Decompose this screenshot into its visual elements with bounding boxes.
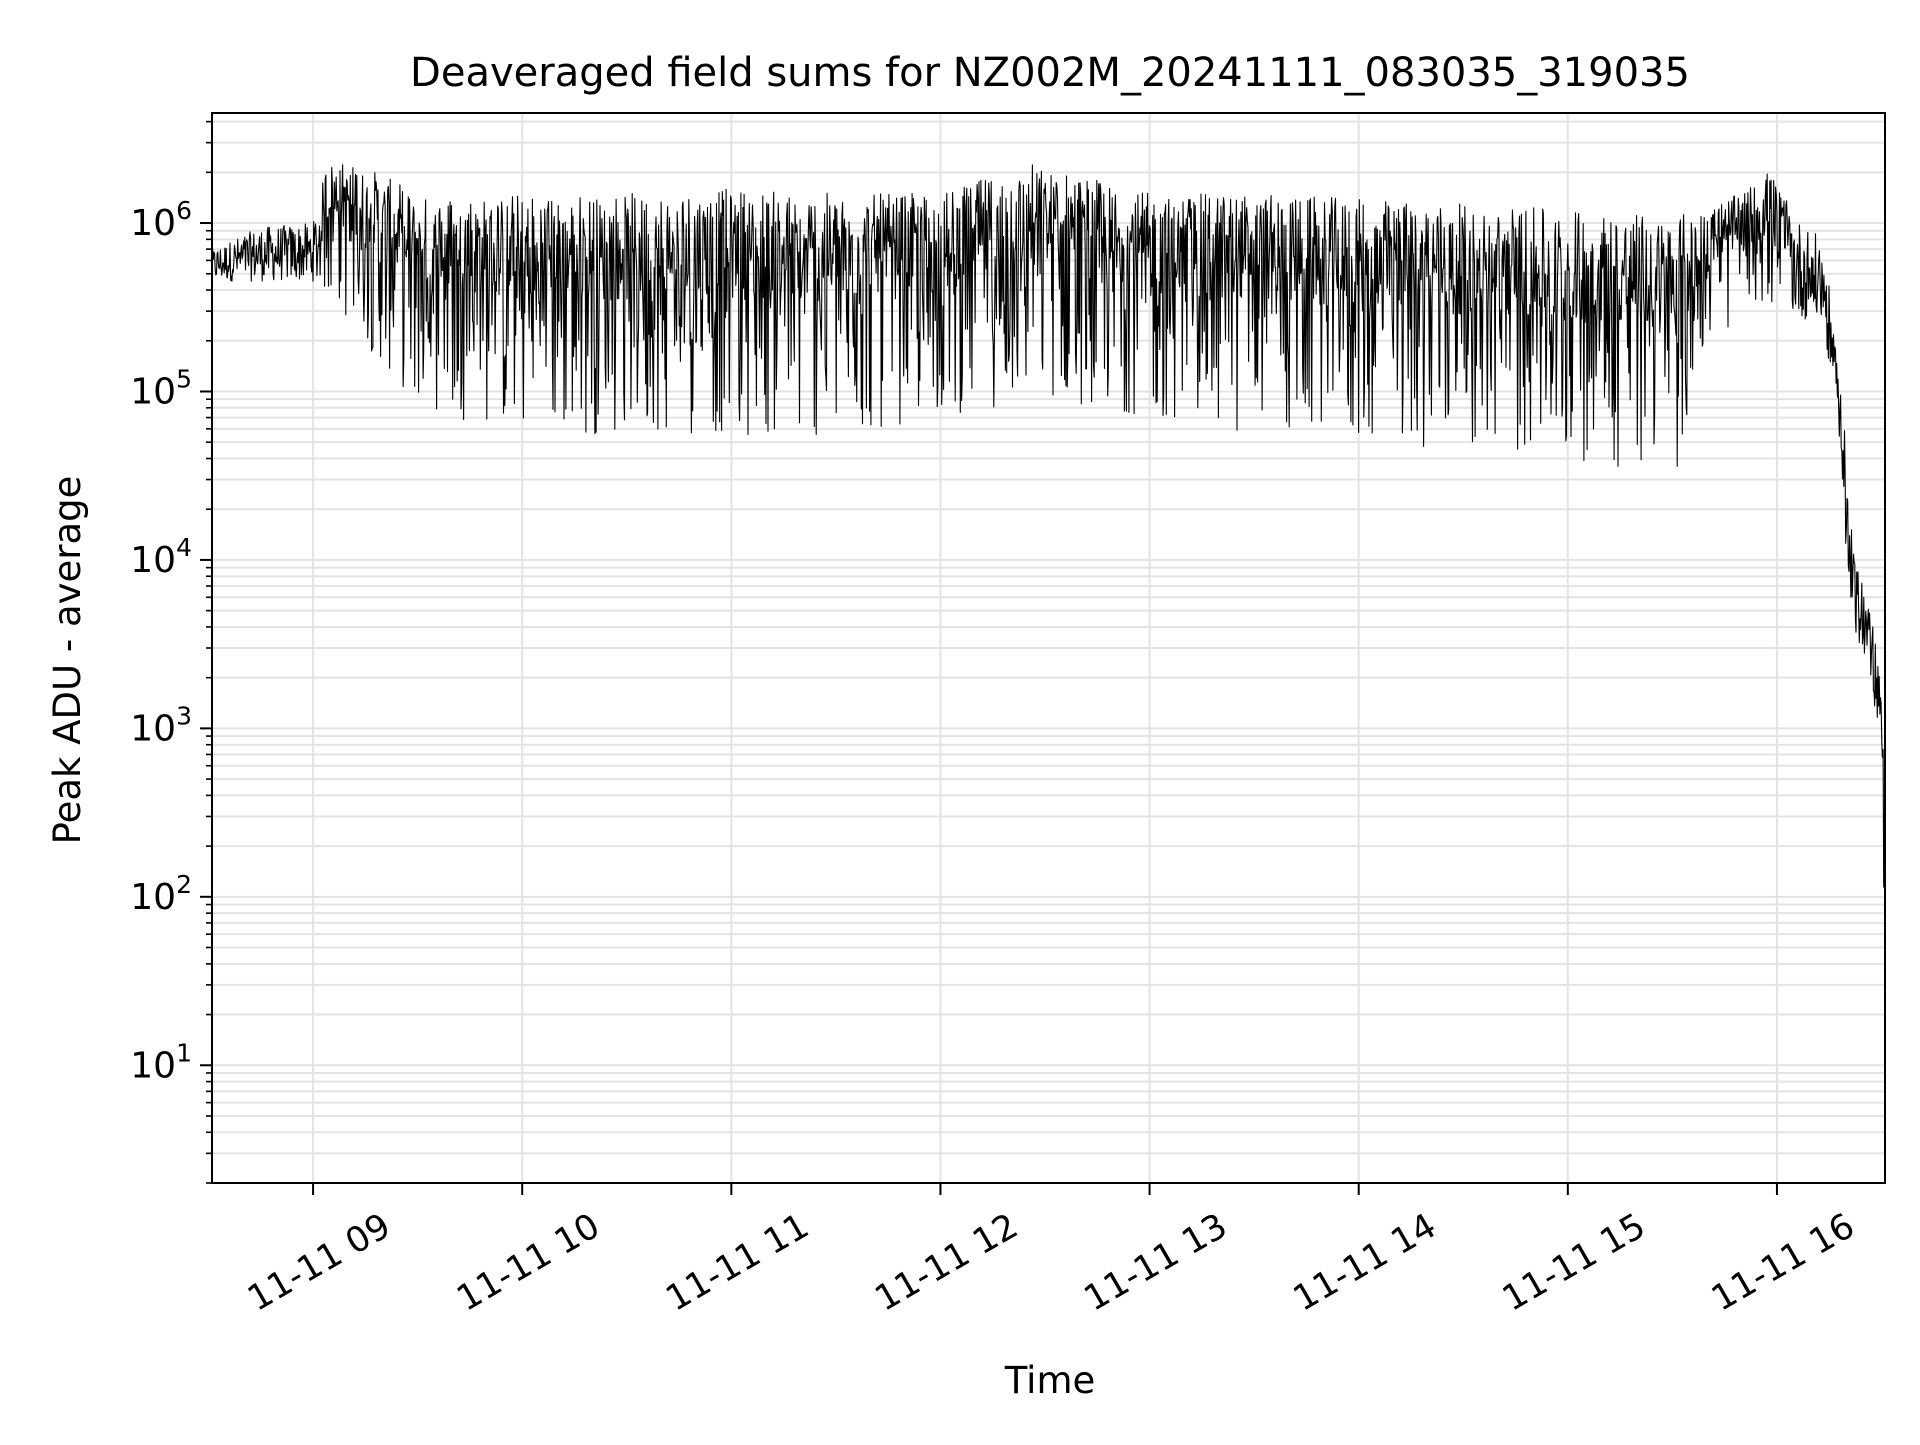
y-tick-label: 104 xyxy=(130,533,192,581)
y-tick-label: 105 xyxy=(130,364,192,412)
y-tick-label: 102 xyxy=(130,870,192,918)
x-axis-label: Time xyxy=(1004,1359,1096,1402)
series-line xyxy=(211,164,1886,897)
grid-layer xyxy=(212,113,1885,1184)
y-tick-label: 103 xyxy=(130,701,192,749)
y-tick-label: 106 xyxy=(130,196,192,244)
series-layer xyxy=(211,164,1886,897)
chart-title: Deaveraged field sums for NZ002M_2024111… xyxy=(410,50,1690,96)
y-axis-label: Peak ADU - average xyxy=(46,476,89,845)
y-tick-label: 101 xyxy=(130,1038,192,1086)
